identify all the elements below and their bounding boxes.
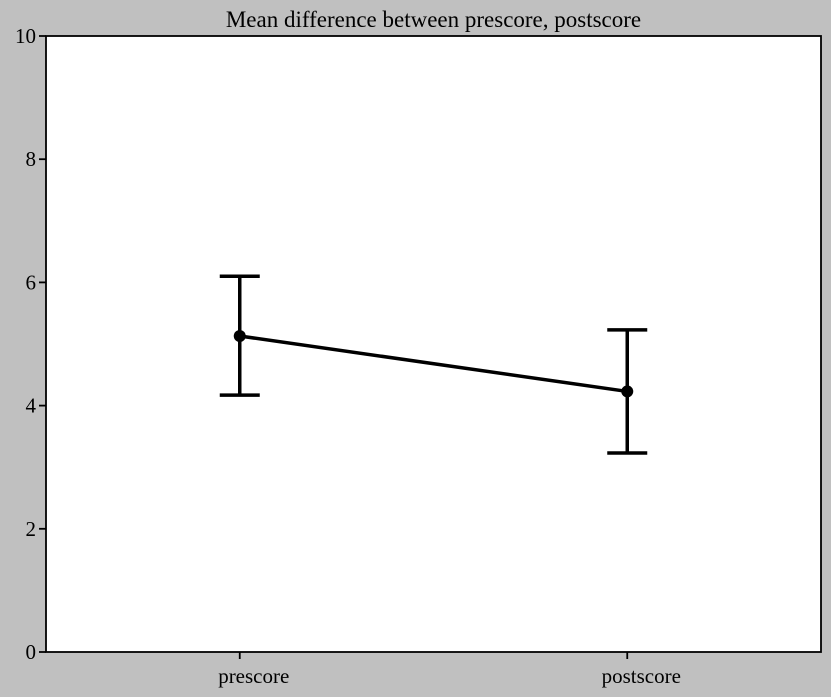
x-tick-label: postscore [602, 664, 681, 688]
y-tick-label: 4 [26, 394, 37, 418]
y-tick-label: 0 [26, 640, 37, 664]
x-tick-label: prescore [218, 664, 289, 688]
plot-area [45, 35, 822, 653]
y-tick-label: 8 [26, 147, 37, 171]
data-point [621, 385, 634, 398]
series-line [239, 334, 628, 394]
y-axis: 0 2 4 6 8 10 [15, 24, 46, 664]
y-tick-label: 6 [26, 270, 37, 294]
y-tick-label: 10 [15, 24, 36, 48]
x-axis: prescore postscore [218, 652, 681, 688]
data-point [233, 329, 246, 342]
chart-title: Mean difference between prescore, postsc… [226, 7, 641, 32]
series [219, 274, 648, 455]
y-tick-label: 2 [26, 517, 37, 541]
